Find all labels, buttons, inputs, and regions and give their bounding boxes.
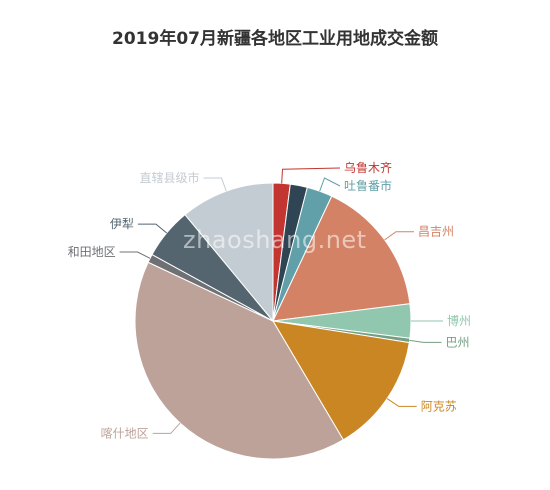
- label-line: [203, 177, 227, 192]
- slice-label: 伊犁: [110, 217, 134, 231]
- slice-label: 直辖县级市: [139, 170, 199, 185]
- label-line: [386, 398, 417, 407]
- pie-slice: [134, 261, 344, 460]
- slice-label: 博州: [447, 313, 471, 328]
- label-line: [137, 223, 168, 234]
- pie-slices: [134, 182, 412, 460]
- label-line: [319, 177, 341, 192]
- pie-slice: [272, 320, 410, 441]
- label-line: [281, 167, 341, 184]
- slice-label: 巴州: [446, 335, 470, 349]
- slice-label: 和田地区: [68, 245, 116, 259]
- slice-label: 昌吉州: [418, 225, 454, 239]
- slice-label: 喀什地区: [101, 426, 149, 440]
- pie-slice: [272, 195, 411, 322]
- label-line: [384, 231, 414, 241]
- label-line: [409, 339, 442, 343]
- slice-label: 吐鲁番市: [344, 178, 392, 193]
- slice-label: 乌鲁木齐: [344, 160, 392, 175]
- watermark: zhaoshang.net: [183, 226, 367, 254]
- label-line: [152, 422, 181, 434]
- label-line: [119, 251, 151, 259]
- slice-label: 阿克苏: [421, 399, 457, 413]
- chart-title: 2019年07月新疆各地区工业用地成交金额: [112, 29, 438, 49]
